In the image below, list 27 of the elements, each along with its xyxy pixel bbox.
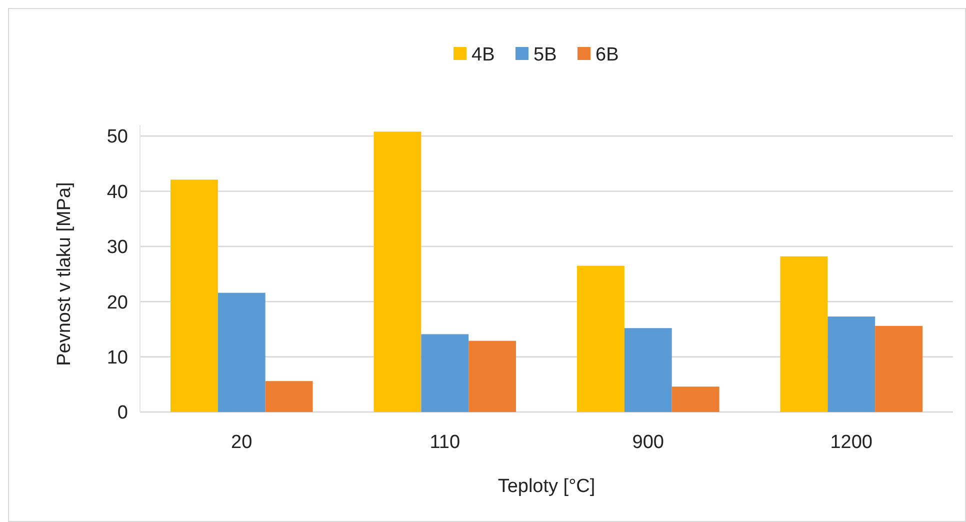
y-tick-label: 0 <box>117 402 128 424</box>
bar <box>828 316 876 412</box>
bar <box>624 328 672 412</box>
legend-label: 5B <box>534 44 557 66</box>
bar <box>576 266 624 412</box>
x-tick-label: 110 <box>430 432 460 453</box>
bar <box>170 180 218 412</box>
legend-label: 6B <box>596 44 619 66</box>
bar <box>672 386 720 412</box>
y-tick-label: 30 <box>106 237 128 258</box>
x-tick-label: 1200 <box>830 432 873 453</box>
y-axis-title: Pevnost v tlaku [MPa] <box>54 182 75 366</box>
bar <box>875 326 923 412</box>
bar <box>218 292 266 412</box>
y-tick-label: 10 <box>106 347 128 368</box>
x-tick-label: 900 <box>632 432 664 453</box>
y-tick-label: 40 <box>106 182 128 203</box>
bar <box>468 340 516 412</box>
x-tick-label: 20 <box>231 432 252 453</box>
x-axis-title: Teploty [°C] <box>498 476 596 497</box>
bar <box>265 381 313 412</box>
bar <box>421 334 469 412</box>
bar <box>780 256 828 412</box>
legend-label: 4B <box>472 44 495 66</box>
y-tick-label: 50 <box>106 126 128 148</box>
bar <box>374 132 422 412</box>
y-tick-label: 20 <box>106 292 128 314</box>
